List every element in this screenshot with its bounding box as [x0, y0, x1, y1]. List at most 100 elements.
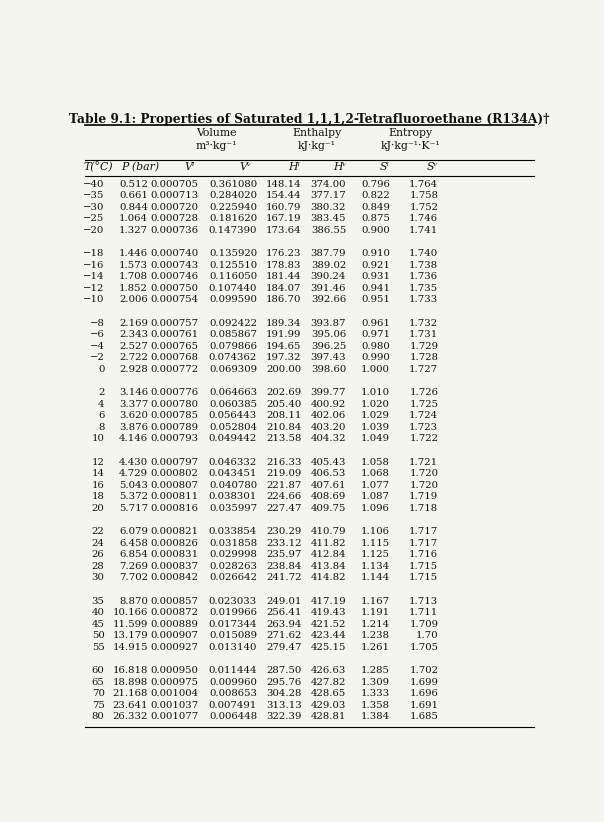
Text: 322.39: 322.39	[266, 713, 301, 722]
Text: 403.20: 403.20	[310, 423, 346, 432]
Text: 391.46: 391.46	[310, 284, 346, 293]
Text: 0.038301: 0.038301	[209, 492, 257, 501]
Text: 13.179: 13.179	[112, 631, 148, 640]
Text: 304.28: 304.28	[266, 690, 301, 699]
Text: 1.70: 1.70	[416, 631, 439, 640]
Text: 383.45: 383.45	[310, 215, 346, 224]
Text: −16: −16	[83, 261, 104, 270]
Text: 0.000768: 0.000768	[150, 353, 199, 363]
Text: 428.65: 428.65	[311, 690, 346, 699]
Text: 0.000761: 0.000761	[150, 330, 199, 339]
Text: 24: 24	[92, 538, 104, 547]
Text: 3.876: 3.876	[119, 423, 148, 432]
Text: 0.035997: 0.035997	[209, 504, 257, 513]
Text: 1.010: 1.010	[361, 388, 390, 397]
Text: 1.446: 1.446	[119, 249, 148, 258]
Text: 1.238: 1.238	[361, 631, 390, 640]
Text: 407.61: 407.61	[310, 481, 346, 490]
Text: 263.94: 263.94	[266, 620, 301, 629]
Text: 0.000927: 0.000927	[150, 643, 199, 652]
Text: 0.661: 0.661	[119, 192, 148, 201]
Text: 26: 26	[92, 550, 104, 559]
Text: 406.53: 406.53	[310, 469, 346, 478]
Text: 3.620: 3.620	[119, 411, 148, 420]
Text: 1.327: 1.327	[119, 226, 148, 235]
Text: 410.79: 410.79	[310, 527, 346, 536]
Text: 233.12: 233.12	[266, 538, 301, 547]
Text: 0.875: 0.875	[361, 215, 390, 224]
Text: 0.000821: 0.000821	[150, 527, 199, 536]
Text: 20: 20	[92, 504, 104, 513]
Text: 35: 35	[92, 597, 104, 606]
Text: 0.910: 0.910	[361, 249, 390, 258]
Text: 0.001004: 0.001004	[150, 690, 199, 699]
Text: −18: −18	[83, 249, 104, 258]
Text: 40: 40	[92, 608, 104, 617]
Text: 0.074362: 0.074362	[209, 353, 257, 363]
Text: 0.026642: 0.026642	[209, 574, 257, 583]
Text: 200.00: 200.00	[266, 365, 301, 374]
Text: 1.752: 1.752	[410, 203, 439, 212]
Text: Sᵛ: Sᵛ	[426, 162, 438, 173]
Text: 393.87: 393.87	[310, 319, 346, 328]
Text: Sˡ: Sˡ	[379, 162, 390, 173]
Text: 0.000793: 0.000793	[150, 435, 199, 444]
Text: 0.017344: 0.017344	[208, 620, 257, 629]
Text: 1.691: 1.691	[410, 701, 439, 710]
Text: 1.764: 1.764	[409, 180, 439, 189]
Text: 0.000740: 0.000740	[150, 249, 199, 258]
Text: 181.44: 181.44	[266, 272, 301, 281]
Text: 1.115: 1.115	[361, 538, 390, 547]
Text: 5.043: 5.043	[119, 481, 148, 490]
Text: 1.718: 1.718	[409, 504, 439, 513]
Text: 221.87: 221.87	[266, 481, 301, 490]
Text: 2.928: 2.928	[120, 365, 148, 374]
Text: 399.77: 399.77	[310, 388, 346, 397]
Text: 395.06: 395.06	[311, 330, 346, 339]
Text: 1.735: 1.735	[409, 284, 439, 293]
Text: 210.84: 210.84	[266, 423, 301, 432]
Text: 0.000857: 0.000857	[150, 597, 199, 606]
Text: 0.023033: 0.023033	[209, 597, 257, 606]
Text: 80: 80	[92, 713, 104, 722]
Text: 60: 60	[92, 666, 104, 675]
Text: 5.717: 5.717	[119, 504, 148, 513]
Text: 70: 70	[92, 690, 104, 699]
Text: −25: −25	[83, 215, 104, 224]
Text: −20: −20	[83, 226, 104, 235]
Text: 230.29: 230.29	[266, 527, 301, 536]
Text: 1.125: 1.125	[361, 550, 390, 559]
Text: −6: −6	[89, 330, 104, 339]
Text: 271.62: 271.62	[266, 631, 301, 640]
Text: 14: 14	[92, 469, 104, 478]
Text: 419.43: 419.43	[310, 608, 346, 617]
Text: 202.69: 202.69	[266, 388, 301, 397]
Text: 28: 28	[92, 562, 104, 571]
Text: 1.736: 1.736	[409, 272, 439, 281]
Text: 0.000743: 0.000743	[150, 261, 199, 270]
Text: −35: −35	[83, 192, 104, 201]
Text: 148.14: 148.14	[266, 180, 301, 189]
Text: 0.009960: 0.009960	[209, 677, 257, 686]
Text: Vˡ: Vˡ	[185, 162, 196, 173]
Text: 1.106: 1.106	[361, 527, 390, 536]
Text: 167.19: 167.19	[266, 215, 301, 224]
Text: −8: −8	[89, 319, 104, 328]
Text: 0.147390: 0.147390	[209, 226, 257, 235]
Text: 0.796: 0.796	[361, 180, 390, 189]
Text: 4.729: 4.729	[119, 469, 148, 478]
Text: 405.43: 405.43	[310, 458, 346, 467]
Text: 0.000785: 0.000785	[150, 411, 199, 420]
Text: 22: 22	[92, 527, 104, 536]
Text: 1.261: 1.261	[361, 643, 390, 652]
Text: 408.69: 408.69	[311, 492, 346, 501]
Text: 10.166: 10.166	[113, 608, 148, 617]
Text: 0.941: 0.941	[361, 284, 390, 293]
Text: 1.699: 1.699	[410, 677, 439, 686]
Text: 374.00: 374.00	[310, 180, 346, 189]
Text: 0.000780: 0.000780	[150, 399, 199, 409]
Text: 413.84: 413.84	[310, 562, 346, 571]
Text: 1.717: 1.717	[409, 527, 439, 536]
Text: 7.702: 7.702	[119, 574, 148, 583]
Text: 0.000789: 0.000789	[150, 423, 199, 432]
